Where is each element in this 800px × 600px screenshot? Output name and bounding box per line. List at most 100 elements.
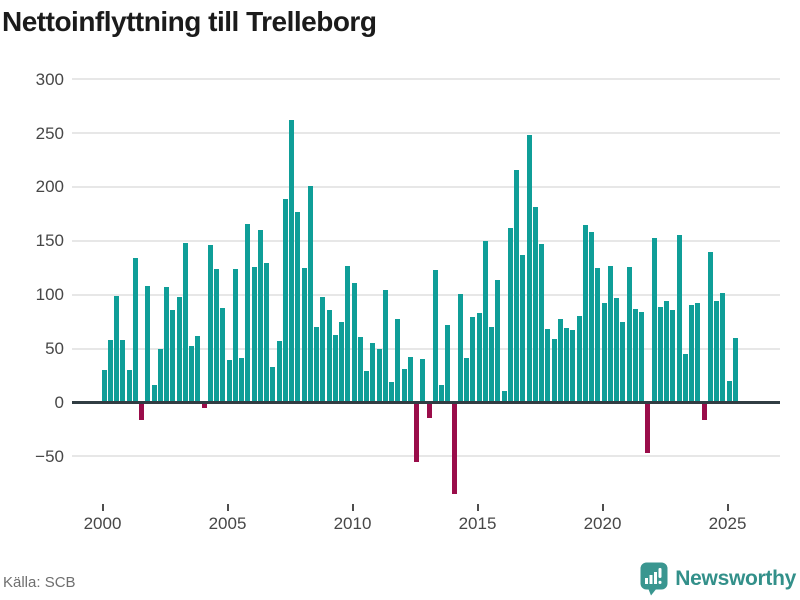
source-label: Källa: SCB [3,574,76,591]
bar-2013-q3 [439,385,444,403]
bar-2013-q2 [432,269,438,403]
bar-2000-q4 [120,339,126,403]
bar-2013-q4 [445,324,451,403]
bar-2011-q3 [389,382,394,403]
y-axis-label-50: 50 [45,339,64,359]
bar-2017-q1 [526,135,532,403]
bar-2005-q4 [245,223,251,403]
bar-2019-q1 [576,316,582,403]
bar-2024-q4 [720,292,726,403]
bar-2016-q2 [507,227,513,403]
bar-2018-q3 [564,328,569,403]
bar-2018-q1 [551,338,557,403]
bar-2012-q2 [407,357,413,403]
x-axis-tick-2010 [351,504,354,511]
bar-2015-q1 [476,313,482,403]
gridline-y-50 [72,347,780,350]
bar-2017-q4 [545,329,551,403]
bar-2014-q4 [470,317,476,403]
newsworthy-brand: Newsworthy [640,562,796,596]
y-axis-label-250: 250 [35,123,64,143]
bar-2002-q2 [157,348,163,403]
bar-2000-q2 [107,339,113,403]
bar-2022-q4 [670,309,676,403]
bar-2011-q4 [395,319,401,403]
bar-2004-q3 [214,268,219,403]
gridline-y--50 [72,455,780,458]
bar-2009-q1 [326,309,332,403]
bar-2025-q1 [726,380,732,403]
y-axis-label--50: −50 [35,446,64,466]
gridline-y-100 [72,293,780,296]
bar-2024-q1 [701,402,707,420]
bar-2016-q4 [520,254,526,403]
bar-2004-q2 [207,245,213,403]
bar-2016-q1 [501,390,507,403]
bar-2003-q4 [195,335,201,403]
bar-2020-q3 [614,297,619,403]
bar-2024-q2 [707,251,713,403]
x-axis-label-2025: 2025 [708,514,747,533]
bar-2001-q2 [132,258,138,403]
bar-2010-q2 [357,336,363,403]
bar-2012-q3 [414,402,419,462]
bar-2017-q3 [539,244,544,403]
gridline-y-300 [72,78,780,81]
bar-2022-q3 [664,301,669,403]
bar-2021-q1 [626,266,632,403]
bar-2014-q1 [451,402,457,495]
bar-2012-q4 [420,359,426,403]
bar-2019-q2 [582,224,588,403]
bar-2016-q3 [514,169,519,403]
bar-2006-q1 [251,266,257,403]
bar-2006-q2 [257,230,263,403]
y-axis-label-150: 150 [35,231,64,251]
bar-2022-q2 [657,306,663,403]
bar-2001-q1 [126,370,132,403]
y-axis-label-100: 100 [35,285,64,305]
x-axis-label-2020: 2020 [583,514,622,533]
bar-2003-q1 [176,296,182,403]
bar-2005-q3 [239,358,244,403]
x-axis-label-2010: 2010 [333,514,372,533]
bar-2007-q1 [276,341,282,403]
x-axis-tick-2005 [226,504,229,511]
bar-2002-q3 [164,287,169,403]
y-axis-label-0: 0 [54,393,64,412]
bar-2023-q3 [689,305,694,403]
bar-2020-q4 [620,321,626,403]
bar-2024-q3 [714,301,719,403]
bar-2000-q3 [114,295,119,403]
bar-2021-q4 [645,402,651,454]
bar-2008-q2 [307,185,313,403]
bar-2007-q3 [289,120,294,403]
bar-2015-q3 [489,327,494,403]
bar-2006-q3 [264,263,269,403]
bar-2003-q3 [189,346,194,403]
bar-2025-q2 [732,337,738,403]
bar-2010-q4 [370,343,376,403]
y-axis-label-300: 300 [35,69,64,89]
x-axis-tick-2020 [601,504,604,511]
bar-2006-q4 [270,366,276,403]
x-axis-tick-2015 [476,504,479,511]
bar-2008-q3 [314,327,319,403]
bar-2000-q1 [101,370,107,403]
bar-2002-q4 [170,309,176,403]
bar-2018-q2 [557,319,563,403]
bar-2001-q3 [139,402,144,420]
bar-2018-q4 [570,330,576,403]
bar-2019-q4 [595,267,601,403]
x-axis-label-2000: 2000 [83,514,122,533]
bar-2012-q1 [401,369,407,403]
bar-2013-q1 [426,402,432,418]
bar-2004-q4 [220,307,226,403]
zero-axis-line [72,401,780,404]
bar-2009-q4 [345,265,351,403]
bar-2001-q4 [145,286,151,403]
newsworthy-wordmark: Newsworthy [675,567,796,590]
bar-2017-q2 [532,207,538,403]
bar-2010-q1 [351,282,357,403]
bar-2003-q2 [182,242,188,403]
